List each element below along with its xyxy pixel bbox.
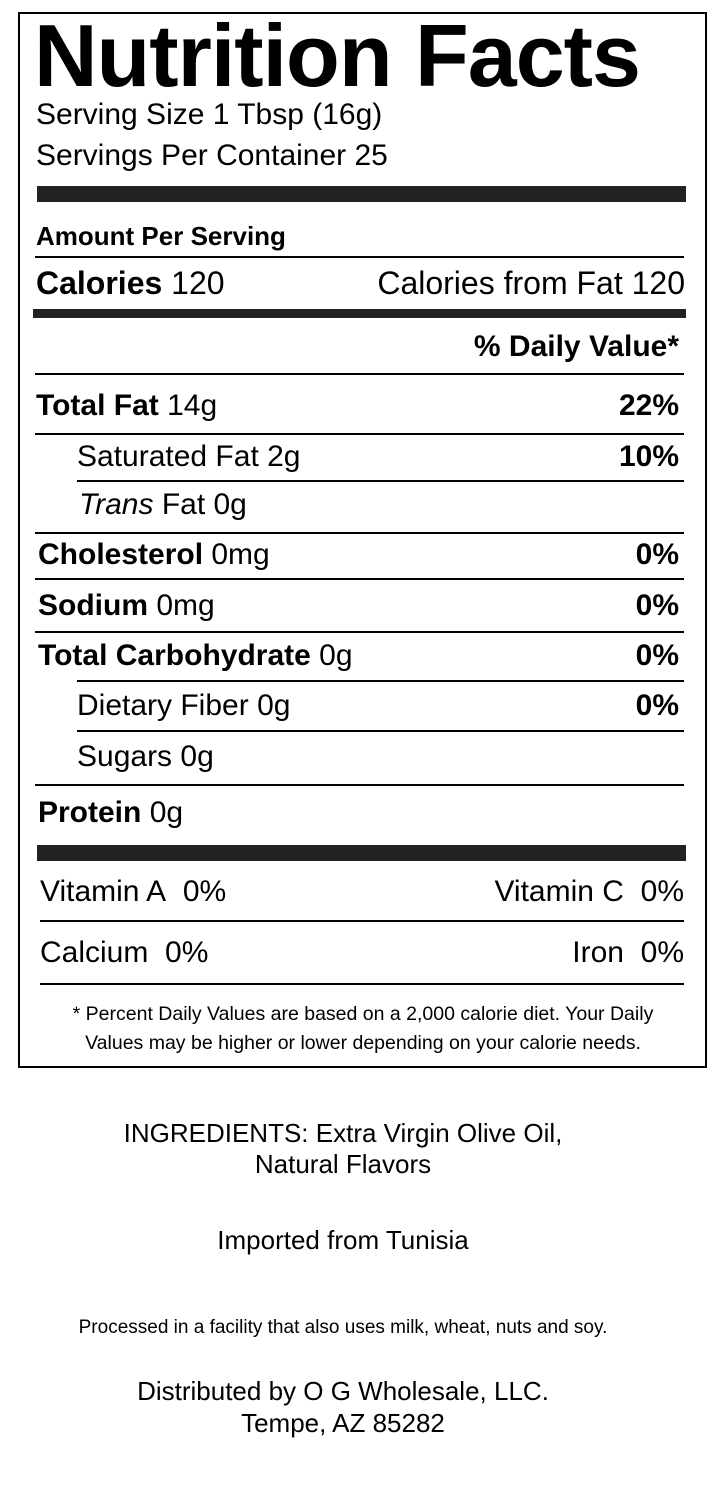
nutrient-dv: 10% <box>618 440 679 473</box>
calories-from-fat: Calories from Fat 120 <box>377 265 685 301</box>
allergen-statement: Processed in a facility that also uses m… <box>78 1317 608 1338</box>
calories-value: 120 <box>171 265 225 301</box>
nutrient-row-total-fat: Total Fat 14g 22% <box>36 388 679 424</box>
vitamin-dv: 0% <box>182 875 227 908</box>
vitamin-dv: 0% <box>640 875 684 908</box>
nutrient-amount: 0g <box>257 689 291 722</box>
nutrient-row-saturated-fat: Saturated Fat 2g 10% <box>77 439 679 475</box>
nutrient-row-sugars: Sugars 0g <box>77 739 679 775</box>
calories: Calories 120 <box>36 265 225 301</box>
nutrient-amount: 0g <box>319 639 353 672</box>
medium-divider <box>33 309 686 318</box>
thick-divider <box>37 186 686 202</box>
vitamin-label: Calcium <box>40 936 149 969</box>
footnote-line: * Percent Daily Values are based on a 2,… <box>72 1003 654 1025</box>
serving-size: Serving Size 1 Tbsp (16g) <box>36 97 679 133</box>
servings-per-container-text: Servings Per Container 25 <box>36 139 388 172</box>
nutrient-row-trans-fat: Trans Fat 0g <box>79 487 679 523</box>
nutrient-label: Sodium <box>38 589 148 622</box>
nutrient-amount: 2g <box>267 440 301 473</box>
nutrient-amount: 0mg <box>156 589 215 622</box>
nutrient-label: Total Fat <box>36 389 159 422</box>
calcium: Calcium 0% <box>40 935 208 971</box>
divider <box>40 920 684 922</box>
iron: Iron 0% <box>572 935 684 971</box>
daily-value-header-text: % Daily Value* <box>473 330 679 363</box>
vitamin-dv: 0% <box>640 936 684 969</box>
servings-per-container: Servings Per Container 25 <box>36 138 679 174</box>
nutrient-label: Sugars <box>77 740 173 773</box>
nutrient-amount: 0g <box>180 740 214 773</box>
nutrient-label: Cholesterol <box>38 538 204 571</box>
nutrient-row-cholesterol: Cholesterol 0mg 0% <box>38 537 679 573</box>
vitamin-a: Vitamin A 0% <box>40 874 226 910</box>
nutrient-dv: 0% <box>635 639 679 672</box>
divider <box>35 433 684 435</box>
amount-per-serving-text: Amount Per Serving <box>36 221 286 251</box>
ingredients: INGREDIENTS: Extra Virgin Olive Oil, Nat… <box>0 1118 686 1180</box>
divider <box>40 983 684 985</box>
nutrient-label: Total Carbohydrate <box>38 639 311 672</box>
nutrient-amount: 0g <box>149 796 184 829</box>
vitamin-dv: 0% <box>165 936 209 969</box>
nutrient-amount: 14g <box>167 389 218 422</box>
divider <box>77 730 684 732</box>
ingredients-line: Natural Flavors <box>254 1149 432 1179</box>
nutrient-amount: 0mg <box>211 538 270 571</box>
label-title: Nutrition Facts <box>34 6 641 105</box>
nutrient-label: Trans <box>79 488 154 521</box>
origin: Imported from Tunisia <box>217 1225 469 1255</box>
divider <box>77 480 684 482</box>
divider <box>35 373 684 375</box>
divider <box>35 256 684 258</box>
daily-value-header: % Daily Value* <box>36 329 679 365</box>
divider <box>35 532 684 534</box>
thick-divider <box>37 845 686 861</box>
nutrient-row-sodium: Sodium 0mg 0% <box>38 588 679 624</box>
vitamin-label: Iron <box>572 936 624 969</box>
nutrient-label: Protein <box>38 796 142 829</box>
ingredients-line: INGREDIENTS: Extra Virgin Olive Oil, <box>123 1118 563 1148</box>
nutrient-dv: 0% <box>635 589 679 622</box>
divider <box>35 578 684 580</box>
nutrient-label: Dietary Fiber <box>77 689 249 722</box>
nutrient-row-dietary-fiber: Dietary Fiber 0g 0% <box>77 688 679 724</box>
nutrient-amount: Fat 0g <box>161 488 247 521</box>
vitamin-c: Vitamin C 0% <box>494 874 684 910</box>
calories-label: Calories <box>36 265 163 301</box>
nutrient-dv: 0% <box>635 538 679 571</box>
divider <box>35 631 684 633</box>
nutrient-row-total-carbohydrate: Total Carbohydrate 0g 0% <box>38 638 679 674</box>
footnote-line: Values may be higher or lower depending … <box>85 1032 641 1054</box>
distributor-line: Tempe, AZ 85282 <box>241 1408 445 1438</box>
divider <box>35 784 684 786</box>
serving-size-text: Serving Size 1 Tbsp (16g) <box>36 98 383 131</box>
vitamin-row-1: Vitamin A 0% Vitamin C 0% <box>40 874 684 910</box>
amount-per-serving: Amount Per Serving <box>36 218 679 254</box>
calories-row: Calories 120 Calories from Fat 120 <box>36 265 685 301</box>
divider <box>77 680 684 682</box>
vitamin-label: Vitamin A <box>40 875 167 908</box>
distributor: Distributed by O G Wholesale, LLC. Tempe… <box>0 1375 686 1439</box>
footnote: * Percent Daily Values are based on a 2,… <box>30 1000 696 1058</box>
nutrient-dv: 22% <box>618 389 679 422</box>
vitamin-row-2: Calcium 0% Iron 0% <box>40 935 684 971</box>
vitamin-label: Vitamin C <box>494 875 624 908</box>
distributor-line: Distributed by O G Wholesale, LLC. <box>137 1376 549 1406</box>
nutrient-label: Saturated Fat <box>77 440 259 473</box>
nutrient-dv: 0% <box>635 689 679 722</box>
nutrient-row-protein: Protein 0g <box>38 795 679 831</box>
nutrition-facts-panel <box>18 12 707 1068</box>
